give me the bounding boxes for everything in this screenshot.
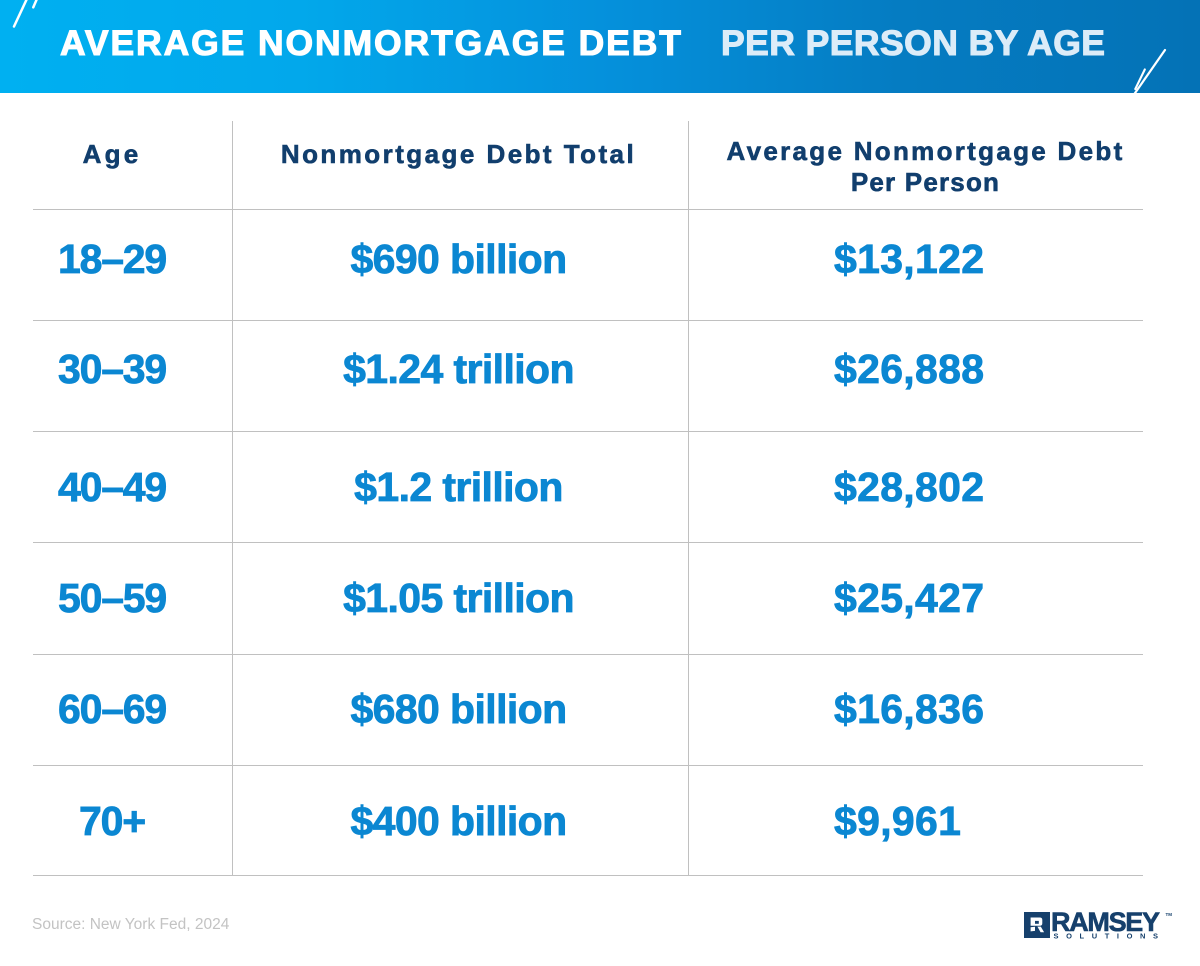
svg-text:TM: TM [1166,912,1173,917]
svg-text:RAMSEY: RAMSEY [1051,908,1160,937]
svg-text:SOLUTIONS: SOLUTIONS [1054,932,1166,941]
